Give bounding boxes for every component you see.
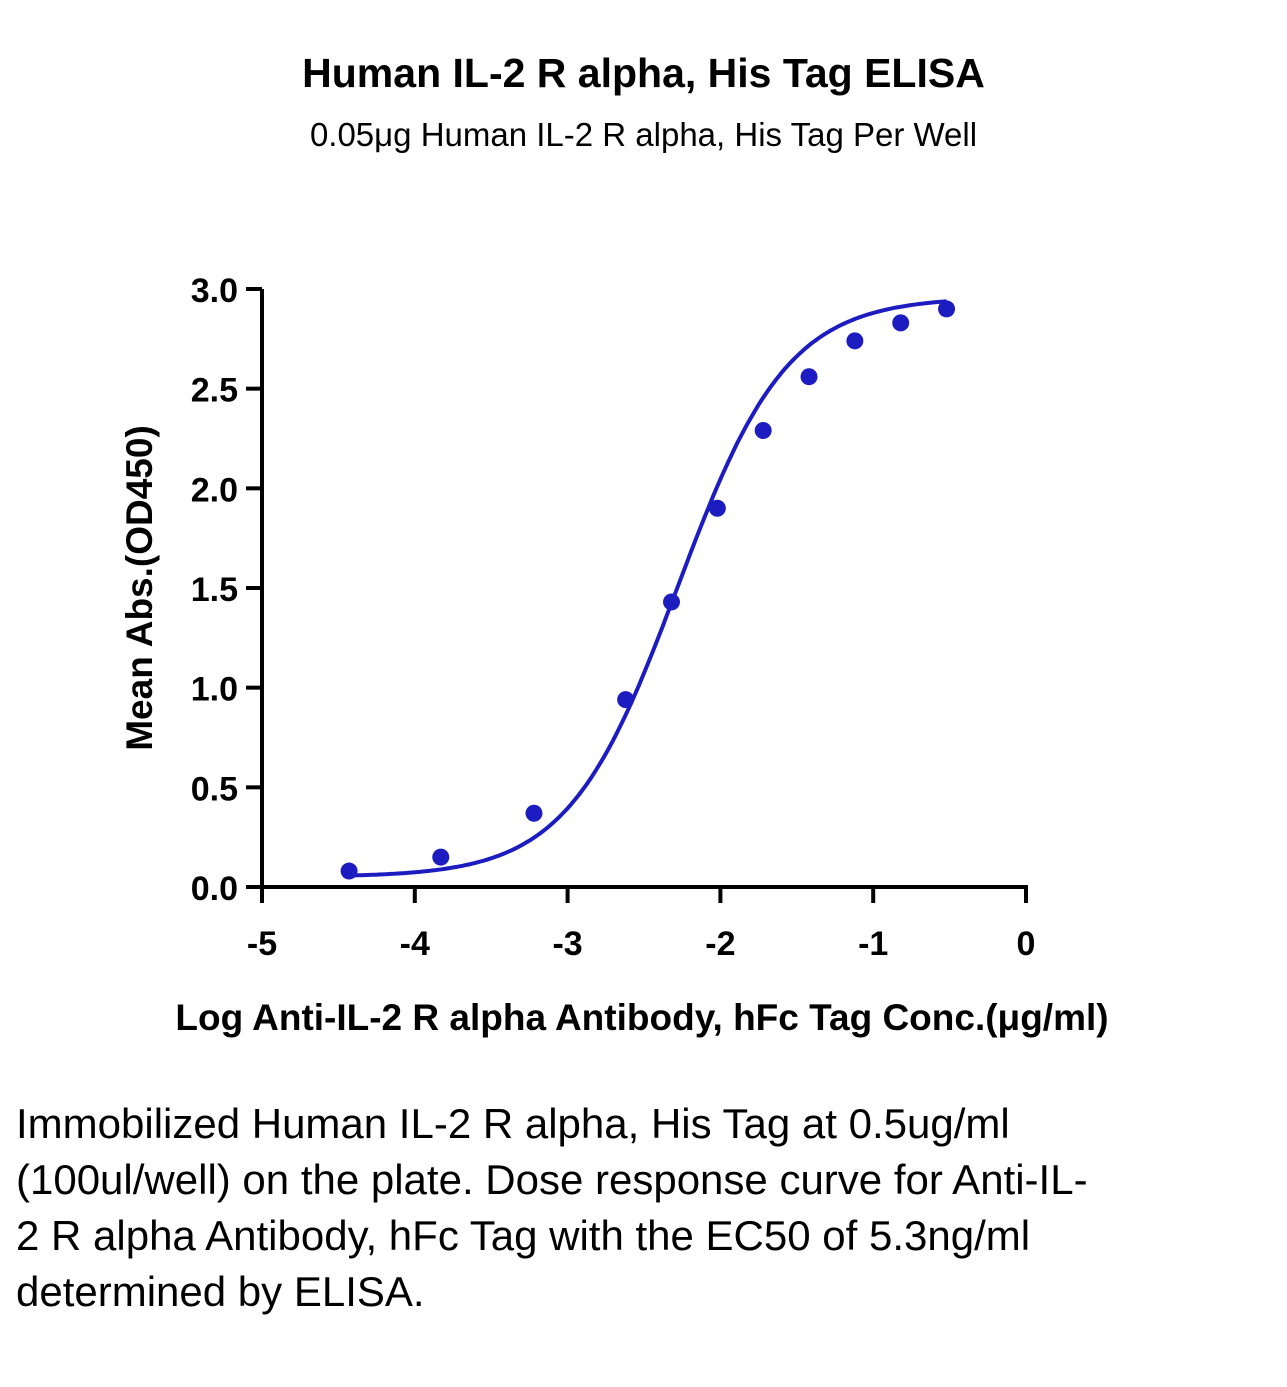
- data-point: [754, 422, 772, 440]
- y-axis-label: Mean Abs.(OD450): [119, 425, 160, 751]
- y-tick-label: 0.5: [191, 770, 238, 808]
- y-tick-label: 2.0: [191, 471, 238, 509]
- data-point: [708, 499, 726, 517]
- x-tick-label: 0: [1017, 925, 1036, 963]
- data-point: [432, 848, 450, 866]
- fit-curve-layer: [349, 299, 947, 878]
- axes: 0.0 0.5 1.0 1.5 2.0 2.5 3.0 -5 -4 -3 -2 -1 0: [191, 272, 1036, 963]
- chart-subtitle: 0.05μg Human IL-2 R alpha, His Tag Per W…: [309, 116, 978, 153]
- fit-curve: [349, 299, 947, 878]
- data-point: [663, 593, 681, 611]
- y-tick-label: 1.0: [191, 671, 238, 709]
- chart-title: Human IL-2 R alpha, His Tag ELISA: [302, 50, 985, 96]
- data-point: [938, 300, 956, 318]
- data-point: [617, 691, 635, 709]
- data-point: [340, 862, 358, 880]
- x-tick-label: -1: [858, 925, 888, 963]
- x-tick-label: -5: [247, 925, 277, 963]
- figure-caption: Immobilized Human IL-2 R alpha, His Tag …: [16, 1100, 1088, 1315]
- y-tick-label: 1.5: [191, 571, 238, 609]
- y-tick-label: 2.5: [191, 372, 238, 410]
- x-tick-label: -2: [705, 925, 735, 963]
- x-axis-label: Log Anti-IL-2 R alpha Antibody, hFc Tag …: [175, 997, 1108, 1038]
- data-points-layer: [340, 300, 956, 880]
- x-tick-label: -3: [552, 925, 582, 963]
- data-point: [846, 332, 864, 350]
- y-tick-label: 0.0: [191, 870, 238, 908]
- data-point: [525, 804, 543, 822]
- data-point: [800, 368, 818, 386]
- x-tick-label: -4: [400, 925, 430, 963]
- y-tick-label: 3.0: [191, 272, 238, 310]
- elisa-chart: 0.0 0.5 1.0 1.5 2.0 2.5 3.0 -5 -4 -3 -2 -1 0 Log Ant…: [119, 272, 1109, 1038]
- data-point: [892, 314, 910, 332]
